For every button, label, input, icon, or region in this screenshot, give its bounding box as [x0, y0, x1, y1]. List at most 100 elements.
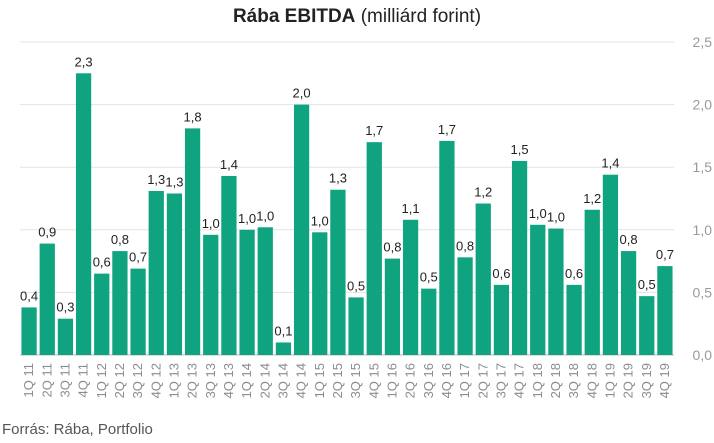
bar: [348, 297, 364, 355]
bar: [112, 251, 128, 355]
data-label: 0,8: [111, 232, 129, 247]
data-label: 1,0: [238, 211, 256, 226]
bar: [602, 174, 619, 355]
chart-title-suffix: (milliárd forint): [360, 6, 482, 27]
bar: [239, 229, 255, 355]
bar: [366, 142, 382, 355]
data-label: 0,1: [274, 323, 292, 338]
bar: [511, 160, 528, 355]
x-tick-label: 1Q 15: [312, 363, 327, 398]
y-tick-label: 1,5: [693, 159, 713, 175]
data-label: 1,3: [147, 172, 165, 187]
x-tick-label: 4Q 17: [512, 363, 527, 398]
data-label: 1,2: [583, 191, 601, 206]
bar: [439, 140, 455, 355]
data-label: 1,0: [256, 208, 274, 223]
data-label: 0,8: [620, 232, 638, 247]
x-tick-label: 1Q 13: [166, 363, 181, 398]
x-tick-label: 4Q 18: [584, 363, 599, 398]
x-tick-label: 3Q 16: [421, 363, 436, 398]
x-axis-categories: 1Q 11 2Q 11 3Q 11 4Q 11 1Q 12 2Q 12 3Q 12 4Q 12…: [21, 363, 672, 398]
bar: [584, 209, 600, 355]
x-tick-label: 1Q 17: [457, 363, 472, 398]
data-label: 0,9: [38, 225, 56, 240]
data-label: 1,5: [511, 142, 529, 157]
bar: [384, 258, 401, 355]
bar: [184, 128, 201, 355]
x-tick-label: 2Q 19: [621, 363, 636, 398]
x-tick-label: 2Q 15: [330, 363, 345, 398]
y-tick-label: 0,0: [693, 347, 713, 363]
x-tick-label: 4Q 16: [439, 363, 454, 398]
data-label: 1,1: [402, 201, 420, 216]
bar: [221, 175, 237, 355]
x-tick-label: 2Q 16: [403, 363, 418, 398]
bar: [639, 296, 655, 355]
data-label: 1,3: [329, 171, 347, 186]
data-label: 0,6: [565, 266, 583, 281]
bar: [657, 266, 673, 355]
x-tick-label: 2Q 12: [112, 363, 127, 398]
x-tick-label: 1Q 14: [239, 363, 254, 398]
data-label: 1,0: [311, 213, 329, 228]
bar: [57, 318, 74, 355]
x-tick-label: 3Q 14: [275, 363, 290, 398]
x-tick-label: 4Q 11: [76, 363, 91, 397]
data-label: 0,5: [638, 277, 656, 292]
bar: [421, 288, 437, 355]
data-label: 0,7: [129, 250, 147, 265]
data-label: 0,5: [347, 278, 365, 293]
bar: [130, 268, 146, 355]
bar: [312, 232, 328, 355]
x-tick-label: 4Q 12: [148, 363, 163, 398]
source-note: Forrás: Rába, Portfolio: [2, 421, 153, 438]
bar: [548, 228, 564, 355]
data-label: 1,8: [184, 109, 202, 124]
data-label: 1,0: [547, 210, 565, 225]
data-label: 0,6: [492, 266, 510, 281]
data-label: 1,0: [202, 216, 220, 231]
bar: [39, 243, 55, 355]
x-tick-label: 4Q 13: [221, 363, 236, 398]
bar: [275, 342, 292, 355]
bar: [402, 219, 419, 355]
x-tick-label: 2Q 13: [185, 363, 200, 398]
bar: [203, 234, 219, 355]
data-labels: 0,40,90,32,30,60,80,71,3 1,31,81,01,41,0 1…: [20, 54, 674, 338]
data-label: 1,4: [220, 157, 238, 172]
x-tick-label: 1Q 12: [94, 363, 109, 398]
data-label: 1,2: [474, 185, 492, 200]
bar: [166, 193, 183, 355]
data-label: 0,8: [456, 238, 474, 253]
data-label: 0,3: [56, 300, 74, 315]
bar: [293, 104, 310, 355]
x-tick-label: 4Q 14: [294, 363, 309, 398]
x-tick-label: 2Q 18: [548, 363, 563, 398]
bar: [94, 273, 110, 355]
x-tick-label: 3Q 12: [130, 363, 145, 398]
y-tick-label: 1,0: [693, 222, 713, 238]
bar: [21, 307, 37, 355]
bar: [75, 73, 92, 356]
x-tick-label: 3Q 19: [639, 363, 654, 398]
x-tick-label: 3Q 15: [348, 363, 363, 398]
bars: [21, 73, 673, 356]
data-label: 1,7: [438, 122, 456, 137]
x-tick-label: 1Q 11: [21, 363, 36, 397]
bar: [330, 189, 346, 355]
bar: [475, 203, 491, 355]
y-tick-label: 2,5: [693, 34, 713, 50]
data-label: 2,3: [75, 54, 93, 69]
data-label: 1,3: [165, 174, 183, 189]
y-tick-label: 2,0: [693, 97, 713, 113]
bar: [530, 224, 546, 355]
chart-title-main: Rába EBITDA: [232, 6, 356, 27]
data-label: 1,0: [529, 206, 547, 221]
data-label: 0,6: [93, 255, 111, 270]
x-tick-label: 1Q 16: [384, 363, 399, 398]
x-tick-label: 3Q 13: [203, 363, 218, 398]
bar: [148, 190, 164, 355]
chart-title: Rába EBITDA (milliárd forint): [0, 6, 714, 28]
bar: [257, 227, 273, 355]
